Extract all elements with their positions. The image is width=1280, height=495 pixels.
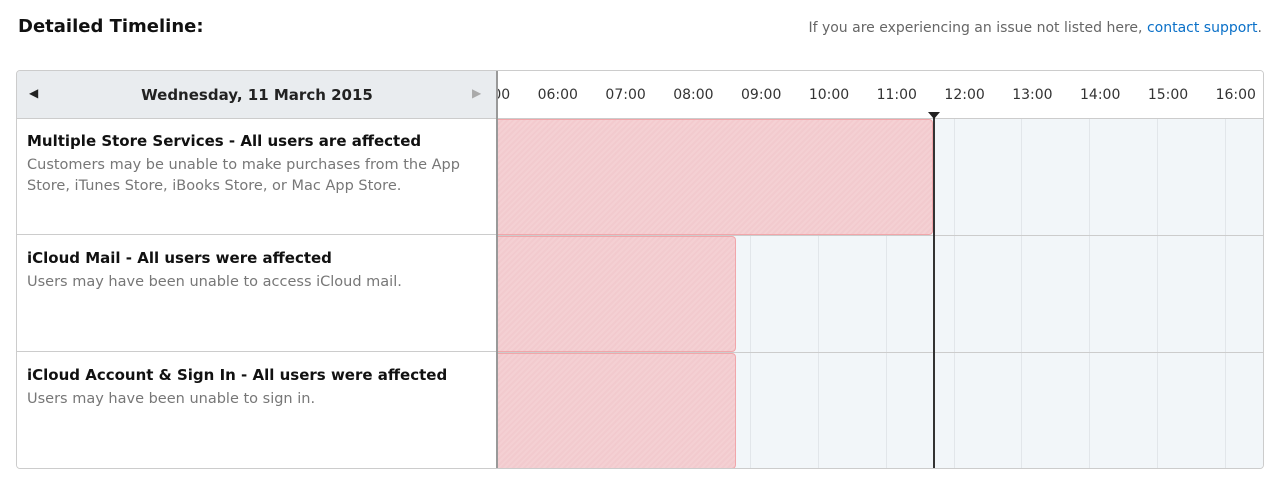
grid-line <box>953 119 955 468</box>
divider <box>496 71 498 468</box>
event-description: Users may have been unable to access iCl… <box>27 274 402 290</box>
date: Wednesday, 11 March 2015 <box>141 86 373 104</box>
row-line <box>498 352 1263 353</box>
next-day[interactable]: ▶ <box>472 86 482 100</box>
grid-line <box>1224 119 1226 468</box>
hour-label: 10:00 <box>808 87 850 103</box>
notice: If you are experiencing an issue not lis… <box>808 20 1262 36</box>
prev-day[interactable]: ◀ <box>29 86 39 100</box>
grid-line <box>1021 119 1023 468</box>
hour-label: 14:00 <box>1080 87 1121 103</box>
support-link[interactable]: contact support <box>1146 20 1258 36</box>
hour-header: 05:00 06:00 07:00 08:00 09:00 10:00 11:00 12:00… <box>498 71 1263 119</box>
page-title: Detailed Timeline: <box>18 16 204 37</box>
grid-line <box>1157 119 1158 468</box>
notice-text: If you are experiencing an issue not lis… <box>808 20 1143 36</box>
event-title: iCloud Account & Sign In - All users wer… <box>27 366 448 384</box>
hour-label: 05:00 <box>498 87 511 103</box>
hour-label: 11:00 <box>876 87 917 103</box>
hour-label: 16:00 <box>1215 87 1256 103</box>
row-line <box>498 235 1263 236</box>
hour-label: 13:00 <box>1012 87 1053 103</box>
event-row[interactable]: Multiple Store Services - All users are … <box>17 119 496 235</box>
event-row[interactable]: iCloud Mail - All users were affected Use… <box>17 236 496 352</box>
hour-label: 07:00 <box>605 87 646 103</box>
outage-bar <box>498 353 736 468</box>
grid-line <box>750 119 752 468</box>
grid-line <box>1089 119 1091 468</box>
event-row[interactable]: iCloud Account & Sign In - All users wer… <box>17 353 496 468</box>
hour-label: 06:00 <box>537 87 578 103</box>
timeline-area: 05:00 06:00 07:00 08:00 09:00 10:00 11:00 12:00… <box>498 71 1263 468</box>
grid-line <box>885 119 887 468</box>
hour-label: 08:00 <box>673 87 714 103</box>
timeline-panel: ◀ Wednesday, 11 March 2015 ▶ Multiple St… <box>16 70 1264 469</box>
now-line <box>933 112 935 468</box>
event-description: Users may have been unable to sign in. <box>27 391 316 407</box>
grid-line <box>818 119 819 468</box>
outage-bar <box>498 236 736 352</box>
event-title: iCloud Mail - All users were affected <box>27 249 332 267</box>
event-description: Customers may be unable to make purchase… <box>27 157 460 194</box>
hour-label: 09:00 <box>741 87 782 103</box>
outage-bar <box>498 119 933 235</box>
notice-end: . <box>1257 20 1262 36</box>
date-header: ◀ Wednesday, 11 March 2015 ▶ <box>17 71 496 119</box>
hour-label: 15:00 <box>1147 87 1189 103</box>
now-marker <box>928 112 940 119</box>
hour-label: 12:00 <box>944 87 985 103</box>
event-title: Multiple Store Services - All users are … <box>27 132 422 150</box>
